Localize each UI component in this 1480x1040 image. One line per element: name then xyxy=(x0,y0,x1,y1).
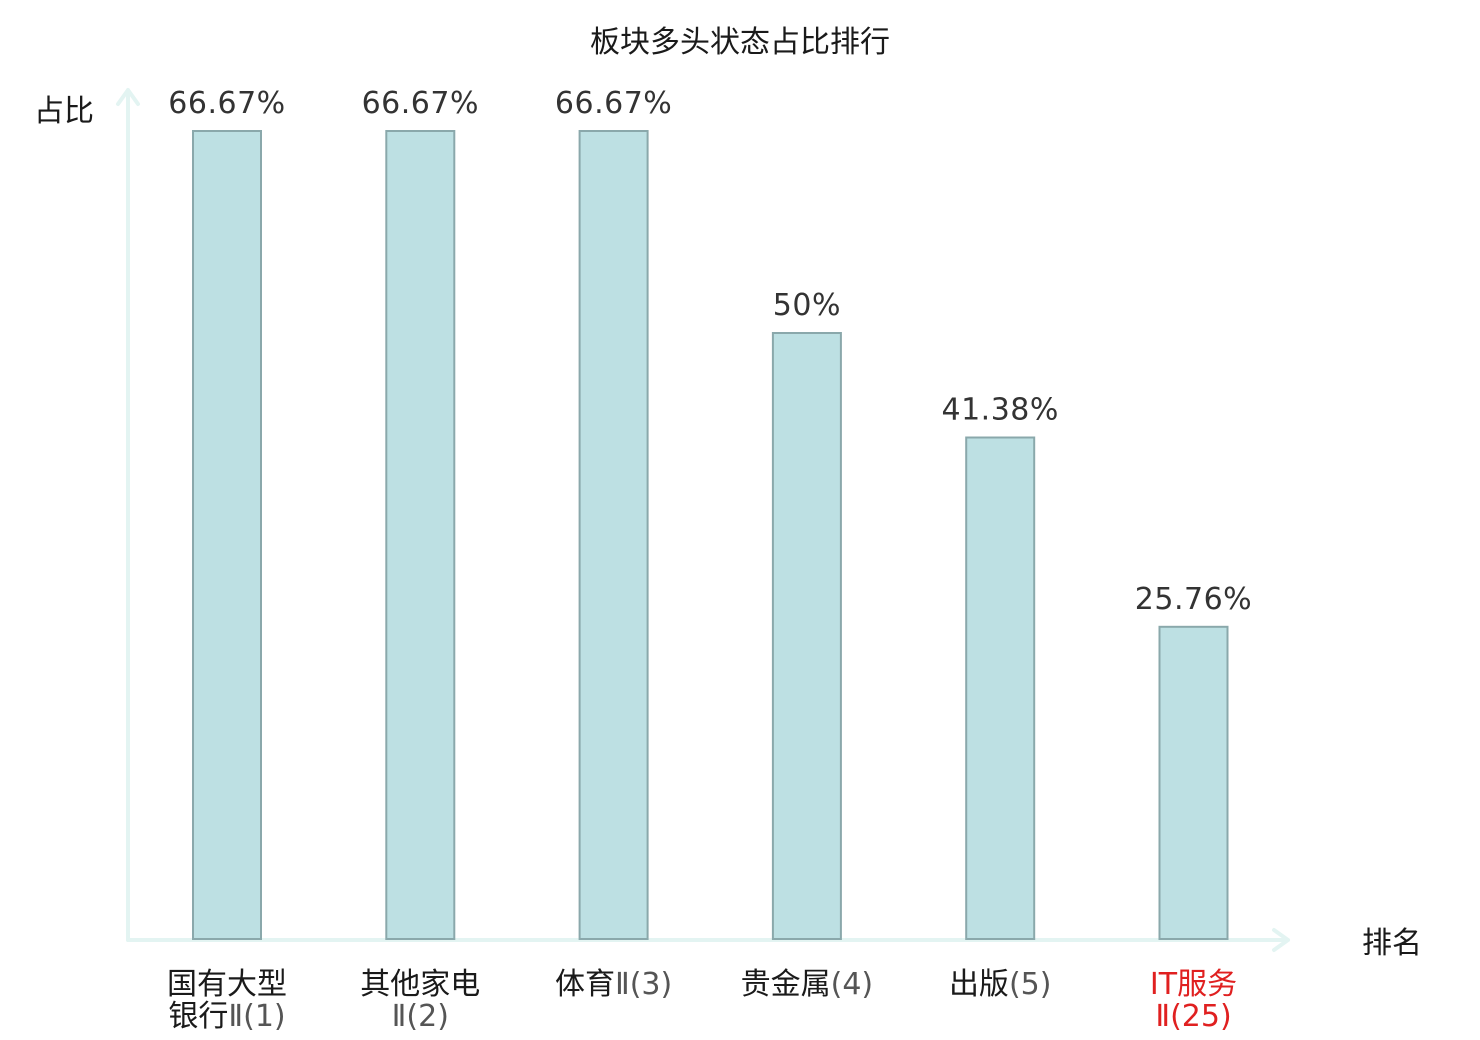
bar xyxy=(1158,625,1229,940)
y-axis xyxy=(116,88,140,942)
x-tick-rank: (5) xyxy=(1009,967,1051,1002)
bar xyxy=(771,332,842,940)
y-axis-label: 占比 xyxy=(34,94,94,129)
bar xyxy=(385,130,456,940)
x-tick-label: 银行Ⅱ(1) xyxy=(168,999,285,1034)
bar-value-label: 66.67% xyxy=(362,86,479,121)
x-tick-label: 贵金属(4) xyxy=(741,967,874,1002)
x-tick-rank: Ⅱ(3) xyxy=(615,967,672,1002)
x-tick-label: 出版(5) xyxy=(949,967,1051,1002)
bar-value-label: 66.67% xyxy=(168,86,285,121)
x-tick-label: Ⅱ(2) xyxy=(392,999,449,1034)
bar xyxy=(578,130,649,940)
x-tick-rank: (4) xyxy=(831,967,874,1002)
x-tick-name: 出版 xyxy=(949,967,1009,1002)
chart-title: 板块多头状态占比排行 xyxy=(590,25,890,60)
bar xyxy=(192,130,262,940)
bar-value-label: 25.76% xyxy=(1135,582,1252,617)
bar xyxy=(965,436,1036,940)
x-tick-name: 贵金属 xyxy=(741,967,831,1002)
x-tick-rank: Ⅱ(25) xyxy=(1155,999,1231,1034)
x-tick-label: 其他家电 xyxy=(360,967,480,1002)
bar-value-label: 66.67% xyxy=(555,86,672,121)
x-tick-name: 银行 xyxy=(168,999,228,1034)
bars-group: 66.67%国有大型银行Ⅱ(1)66.67%其他家电Ⅱ(2)66.67%体育Ⅱ(… xyxy=(167,86,1252,1034)
x-tick-label: 体育Ⅱ(3) xyxy=(555,967,672,1002)
x-tick-name: 国有大型 xyxy=(167,967,287,1002)
x-tick-rank: Ⅱ(2) xyxy=(392,999,449,1034)
bar-value-label: 50% xyxy=(773,288,841,323)
x-tick-label: 国有大型 xyxy=(167,967,287,1002)
x-tick-name: 其他家电 xyxy=(360,967,480,1002)
x-axis xyxy=(126,928,1290,952)
x-axis-label: 排名 xyxy=(1362,926,1422,961)
x-tick-label: Ⅱ(25) xyxy=(1155,999,1231,1034)
x-tick-rank: Ⅱ(1) xyxy=(228,999,285,1034)
x-tick-name: 体育 xyxy=(555,967,615,1002)
x-tick-label: IT服务 xyxy=(1150,967,1237,1002)
bar-value-label: 41.38% xyxy=(942,393,1059,428)
x-tick-name: IT服务 xyxy=(1150,967,1237,1002)
